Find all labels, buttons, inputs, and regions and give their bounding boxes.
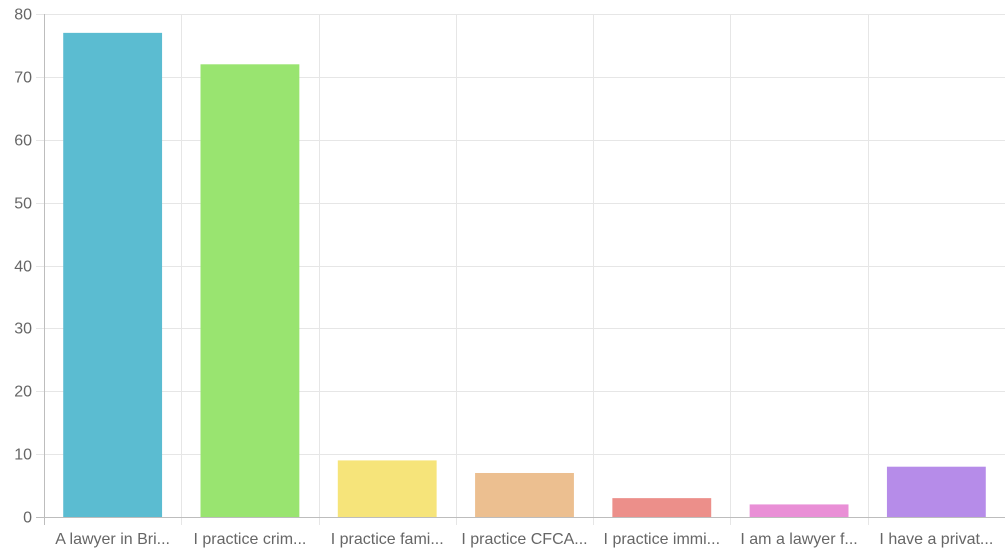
x-tick-label: A lawyer in Bri... [55,531,170,548]
x-tick-label: I practice fami... [331,531,444,548]
y-tick-label: 10 [14,447,32,464]
x-tick-label: I have a privat... [879,531,993,548]
y-tick-label: 60 [14,133,32,150]
y-tick-label: 20 [14,384,32,401]
y-tick-label: 0 [23,510,32,527]
bar[interactable] [612,498,712,517]
bar[interactable] [749,504,849,517]
bars [63,32,986,518]
y-tick-label: 40 [14,259,32,276]
grid-lines [36,14,1005,525]
x-tick-label: I practice crim... [193,531,306,548]
x-tick-label: I am a lawyer f... [740,531,857,548]
y-tick-label: 80 [14,7,32,24]
x-axis-category-labels: A lawyer in Bri... I practice crim... I pr… [55,531,993,548]
bar[interactable] [200,64,300,518]
x-tick-label: I practice CFCA... [461,531,587,548]
bar[interactable] [475,472,574,517]
axes [36,14,1005,525]
bar[interactable] [63,32,163,518]
bar[interactable] [337,460,437,517]
y-axis-tick-labels: 0 10 20 30 40 50 60 70 80 [14,7,32,527]
y-tick-label: 70 [14,70,32,87]
y-tick-label: 50 [14,196,32,213]
y-tick-label: 30 [14,321,32,338]
x-tick-label: I practice immi... [604,531,720,548]
bar[interactable] [886,466,986,517]
